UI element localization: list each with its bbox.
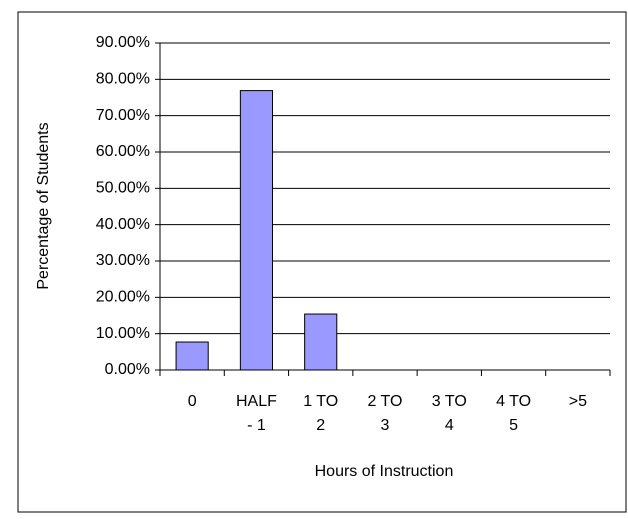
y-tick-label: 60.00% (96, 143, 150, 160)
y-tick-label: 20.00% (96, 289, 150, 306)
x-tick-label: HALF - 1 (235, 393, 277, 434)
y-tick-label: 80.00% (96, 71, 150, 88)
x-tick-label: 3 TO 4 (431, 393, 467, 434)
y-tick-label: 0.00% (105, 361, 150, 378)
bar (175, 341, 209, 371)
bar (239, 90, 274, 371)
y-tick-label: 40.00% (96, 216, 150, 233)
y-tick-label: 70.00% (96, 107, 150, 124)
chart-border (17, 11, 627, 513)
x-tick-label: 4 TO 5 (496, 393, 532, 434)
y-tick-label: 30.00% (96, 252, 150, 269)
y-axis-label: Percentage of Students (35, 122, 52, 289)
x-tick-label: 2 TO 3 (367, 393, 403, 434)
x-tick-label: >5 (568, 393, 587, 410)
y-tick-label: 50.00% (96, 180, 150, 197)
bar (304, 313, 338, 371)
y-tick-label: 90.00% (96, 34, 150, 51)
x-axis-label: Hours of Instruction (315, 463, 454, 480)
x-tick-label: 1 TO 2 (303, 393, 339, 434)
x-tick-label: 0 (187, 393, 197, 410)
y-tick-label: 10.00% (96, 325, 150, 342)
